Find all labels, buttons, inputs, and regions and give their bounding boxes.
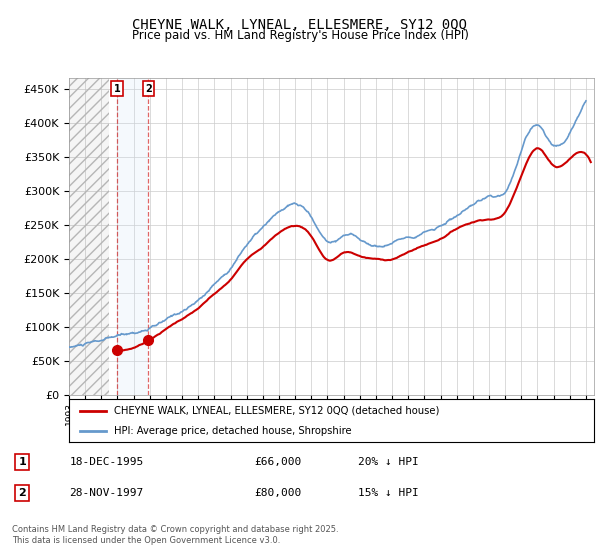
Text: 28-NOV-1997: 28-NOV-1997 (70, 488, 144, 498)
Text: 1: 1 (113, 83, 120, 94)
Text: 15% ↓ HPI: 15% ↓ HPI (358, 488, 418, 498)
Text: Price paid vs. HM Land Registry's House Price Index (HPI): Price paid vs. HM Land Registry's House … (131, 29, 469, 42)
Bar (69, 78, 109, 395)
Text: 1: 1 (19, 457, 26, 467)
Text: 2: 2 (145, 83, 152, 94)
Bar (117, 78, 148, 395)
Bar (69, 78, 109, 395)
Text: Contains HM Land Registry data © Crown copyright and database right 2025.
This d: Contains HM Land Registry data © Crown c… (12, 525, 338, 545)
Text: CHEYNE WALK, LYNEAL, ELLESMERE, SY12 0QQ: CHEYNE WALK, LYNEAL, ELLESMERE, SY12 0QQ (133, 18, 467, 32)
Text: 18-DEC-1995: 18-DEC-1995 (70, 457, 144, 467)
Text: HPI: Average price, detached house, Shropshire: HPI: Average price, detached house, Shro… (113, 426, 351, 436)
Text: 20% ↓ HPI: 20% ↓ HPI (358, 457, 418, 467)
Text: £66,000: £66,000 (254, 457, 301, 467)
Text: £80,000: £80,000 (254, 488, 301, 498)
Text: CHEYNE WALK, LYNEAL, ELLESMERE, SY12 0QQ (detached house): CHEYNE WALK, LYNEAL, ELLESMERE, SY12 0QQ… (113, 405, 439, 416)
Text: 2: 2 (19, 488, 26, 498)
